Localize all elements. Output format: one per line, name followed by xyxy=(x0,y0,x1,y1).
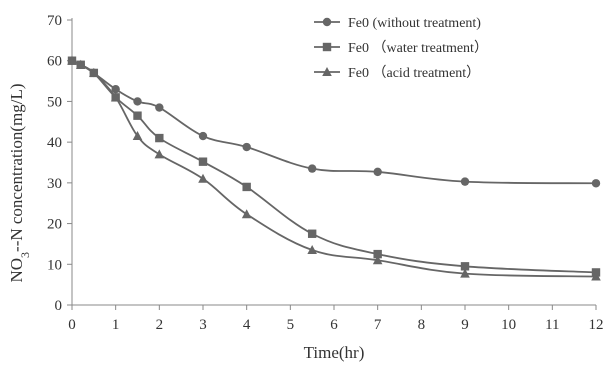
legend-label: Fe0 （acid treatment） xyxy=(348,65,480,81)
x-tick-label: 3 xyxy=(199,317,207,333)
data-point xyxy=(133,111,142,120)
legend-label: Fe0 (without treatment) xyxy=(348,16,481,31)
x-tick-label: 0 xyxy=(68,317,76,333)
plot-area xyxy=(71,18,596,306)
data-point xyxy=(242,142,251,152)
y-axis-title: NO3--N concentration(mg/L) xyxy=(7,83,32,282)
x-tick-label: 11 xyxy=(545,317,559,333)
data-point xyxy=(307,245,317,255)
x-tick-label: 1 xyxy=(112,317,120,333)
legend-item: Fe0 (without treatment) xyxy=(314,16,481,31)
series-layer xyxy=(67,55,601,281)
x-tick-label: 8 xyxy=(418,317,426,333)
data-point xyxy=(460,177,470,186)
legend-label: Fe0 （water treatment） xyxy=(348,40,488,56)
data-point xyxy=(241,209,252,219)
x-tick-label: 4 xyxy=(243,317,251,333)
legend-item: Fe0 （water treatment） xyxy=(314,40,488,56)
x-tick-label: 10 xyxy=(501,317,516,333)
x-tick-label: 5 xyxy=(287,317,295,333)
x-tick-label: 2 xyxy=(156,317,164,333)
legend-marker xyxy=(322,42,332,52)
x-tick-label: 12 xyxy=(589,317,604,333)
data-point xyxy=(67,55,77,65)
data-point xyxy=(198,157,208,166)
x-tick-label: 9 xyxy=(461,317,469,333)
x-tick-label: 6 xyxy=(330,317,338,333)
data-point xyxy=(307,164,317,173)
y-axis-ticks: 0 10 20 30 40 50 60 70 xyxy=(47,13,72,314)
data-point xyxy=(373,249,382,259)
data-point xyxy=(373,167,382,177)
data-point xyxy=(111,85,120,94)
y-tick-label: 0 xyxy=(55,298,63,314)
y-tick-label: 40 xyxy=(47,135,62,151)
data-point xyxy=(155,103,164,112)
y-tick-label: 20 xyxy=(47,217,62,233)
data-point xyxy=(591,271,601,281)
data-point xyxy=(75,59,86,69)
data-point xyxy=(460,268,470,278)
series-line xyxy=(71,59,597,274)
data-point xyxy=(198,131,208,141)
y-tick-label: 70 xyxy=(47,13,62,29)
y-tick-label: 50 xyxy=(47,94,62,110)
series-square xyxy=(67,56,601,277)
data-point xyxy=(372,255,383,265)
data-point xyxy=(155,133,164,143)
legend-item: Fe0 （acid treatment） xyxy=(314,65,480,81)
x-tick-label: 7 xyxy=(374,317,382,333)
legend-marker xyxy=(322,17,332,27)
data-point xyxy=(89,67,99,77)
data-point xyxy=(133,97,142,106)
data-point xyxy=(307,229,317,238)
legend-marker xyxy=(322,67,332,76)
x-axis-ticks: 0 1 2 3 4 5 6 7 8 9 10 11 12 xyxy=(68,305,604,333)
series-triangle xyxy=(67,55,601,281)
series-line xyxy=(71,59,597,185)
x-axis-title: Time(hr) xyxy=(304,343,365,362)
data-point xyxy=(110,92,121,102)
legend: Fe0 (without treatment) Fe0 （water treatm… xyxy=(314,16,488,81)
data-point xyxy=(460,262,470,271)
series-circle xyxy=(67,56,601,188)
y-tick-label: 10 xyxy=(47,257,62,273)
data-point xyxy=(132,131,143,141)
data-point xyxy=(591,179,601,188)
data-point xyxy=(154,149,165,159)
y-tick-label: 60 xyxy=(47,54,62,70)
y-tick-label: 30 xyxy=(47,176,62,192)
data-point xyxy=(198,173,208,183)
data-point xyxy=(242,182,251,192)
